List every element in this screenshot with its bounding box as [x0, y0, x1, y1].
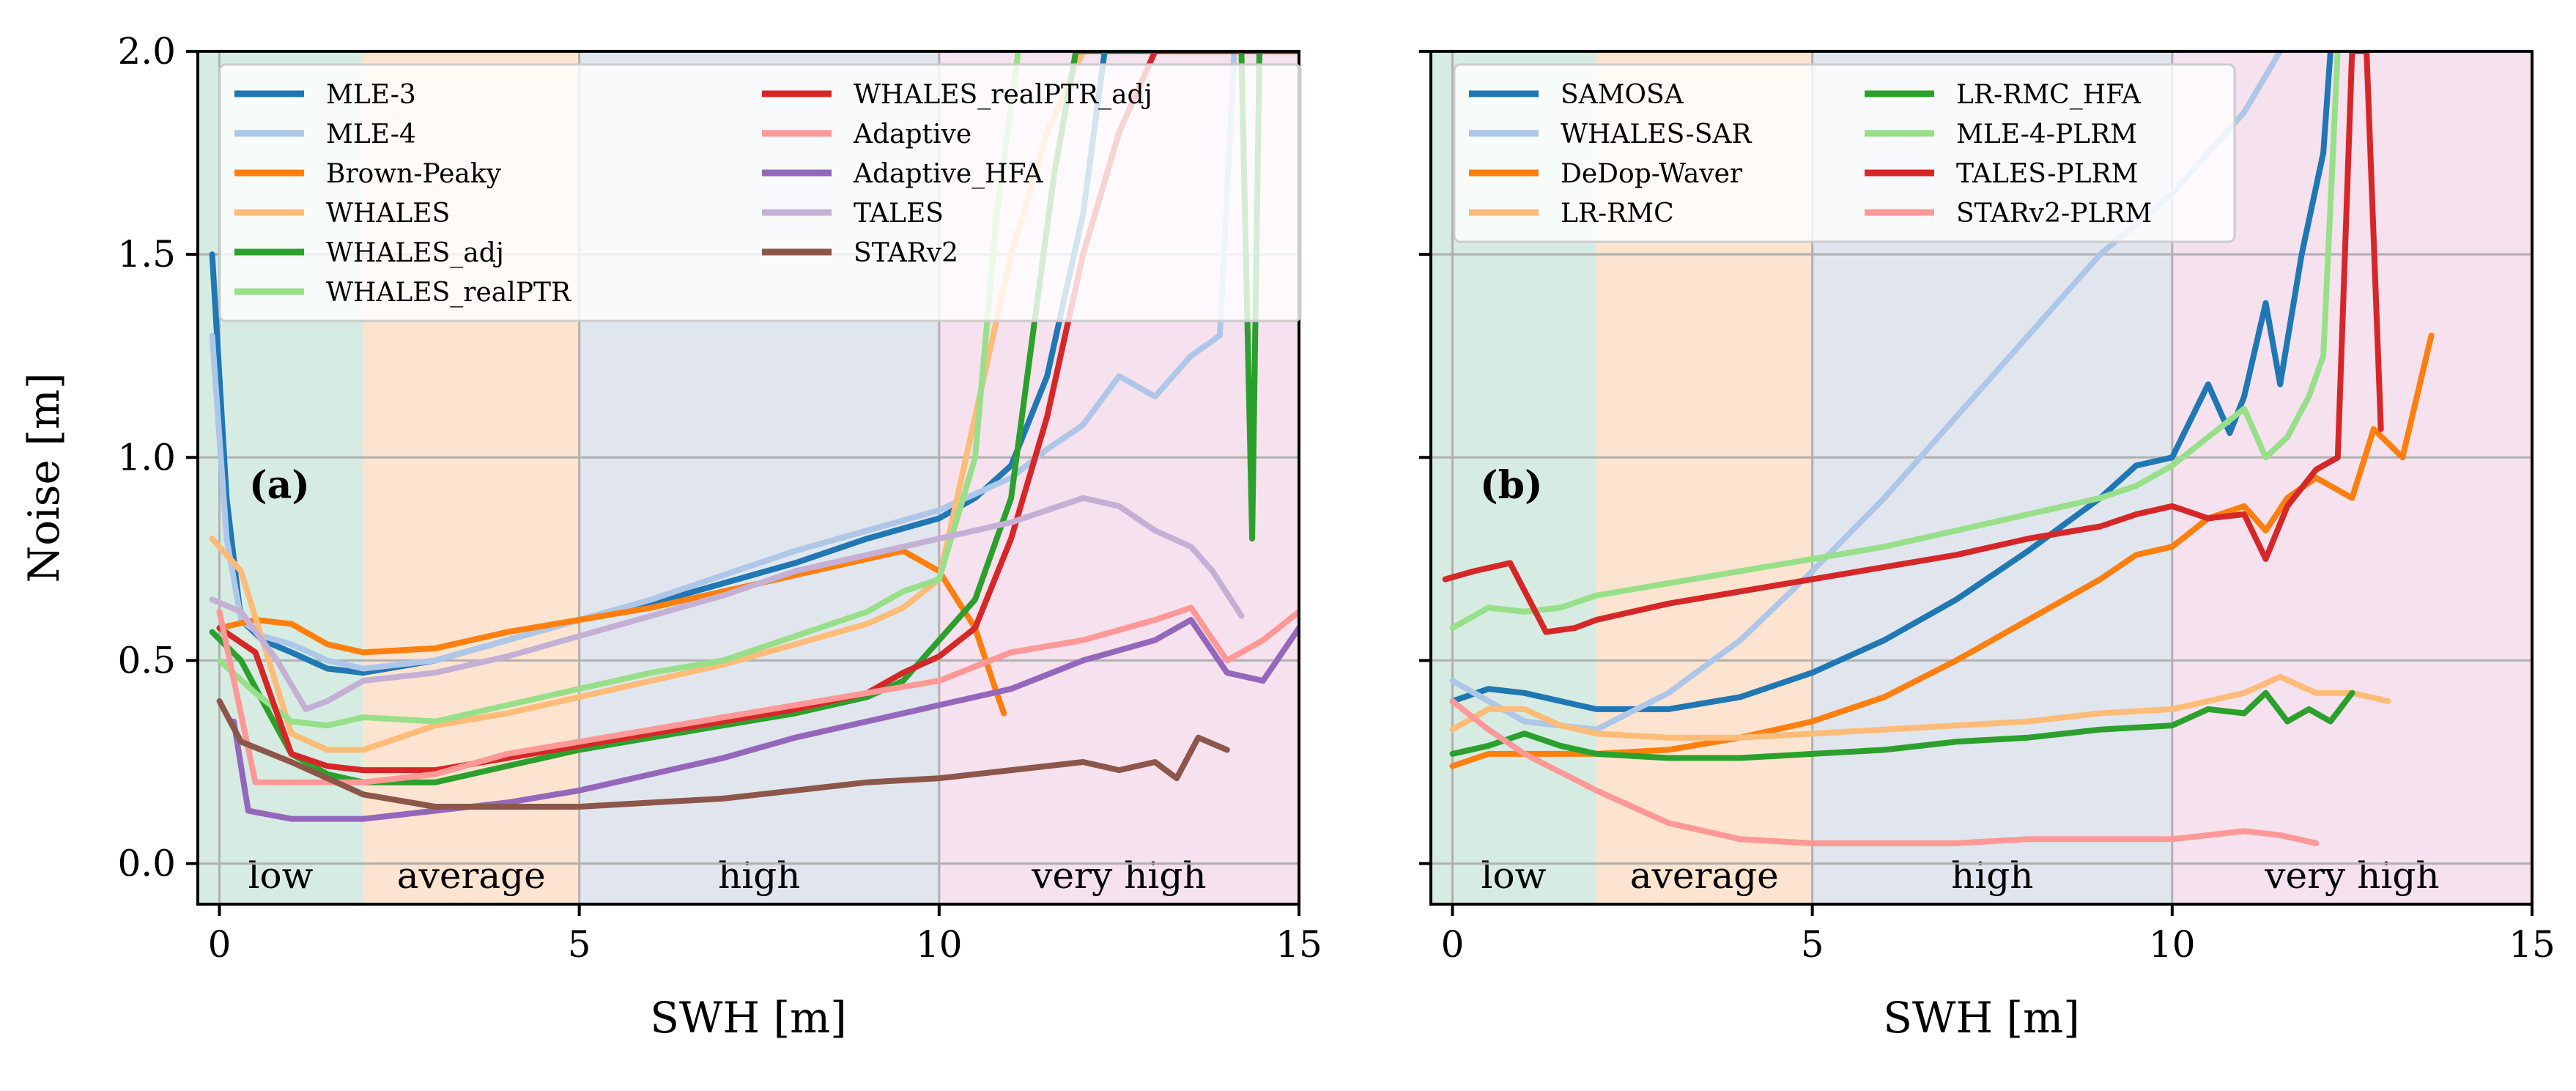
- axes-frame: [1429, 50, 2534, 906]
- series-line-samosa: [1449, 51, 2333, 712]
- legend-label: MLE-4-PLRM: [1956, 119, 2137, 149]
- y-tick-label: 0.5: [117, 639, 176, 681]
- series-line-adaptive: [216, 604, 1299, 785]
- series-line-whales: [209, 51, 1087, 753]
- series-line-tales-plrm: [1442, 51, 2384, 635]
- band-label: low: [1481, 854, 1547, 897]
- axes-border: [1429, 50, 2534, 906]
- legend-label: TALES: [854, 199, 944, 229]
- legend-box: [1453, 63, 2236, 243]
- legend-label: SAMOSA: [1561, 80, 1684, 110]
- x-tick-label: 5: [1801, 923, 1824, 966]
- series-line-brown-peaky: [216, 547, 1007, 717]
- x-tick-label: 0: [208, 923, 232, 966]
- x-tick-label: 10: [2149, 923, 2196, 966]
- band-label: high: [718, 854, 800, 897]
- x-axis-label: SWH [m]: [1883, 993, 2080, 1043]
- panel-tag: (b): [1480, 463, 1543, 508]
- series-line-lr-rmc-hfa: [1449, 689, 2355, 761]
- band-label: high: [1951, 854, 2033, 897]
- y-tick-label: 1.0: [117, 436, 176, 478]
- y-tick-label: 1.5: [117, 233, 176, 275]
- y-axis-label: Noise [m]: [19, 373, 69, 583]
- legend-label: STARv2: [854, 238, 958, 268]
- series-line-tales: [209, 495, 1245, 712]
- legend-label: Adaptive_HFA: [853, 159, 1043, 189]
- legend-label: WHALES_adj: [326, 238, 504, 268]
- legend-label: DeDop-Waver: [1561, 159, 1743, 189]
- legend-label: STARv2-PLRM: [1956, 199, 2152, 229]
- panel-tag: (a): [249, 463, 310, 508]
- axes-frame: [196, 50, 1300, 906]
- x-tick-label: 0: [1441, 923, 1465, 966]
- ticks-layer: 0 5 10 15 0.0 0.5 1.0 1.5 2.0: [117, 30, 1322, 966]
- legend-label: Adaptive: [853, 119, 971, 149]
- legend-label: WHALES_realPTR: [326, 278, 571, 308]
- series-line-mle-4: [209, 51, 1237, 672]
- x-tick-label: 15: [1276, 923, 1322, 966]
- legend-label: WHALES: [326, 199, 450, 229]
- band-label: average: [1630, 854, 1779, 897]
- series-line-starv2-plrm: [1449, 698, 2320, 846]
- legend-label: WHALES_realPTR_adj: [854, 80, 1152, 110]
- legend-label: LR-RMC: [1561, 199, 1674, 229]
- series-line-mle-4-plrm: [1449, 51, 2341, 632]
- band-labels-layer: low average high very high: [1481, 854, 2440, 897]
- series-layer: [1442, 51, 2435, 846]
- legend-label: Brown-Peaky: [326, 159, 502, 189]
- x-axis-label: SWH [m]: [650, 993, 847, 1043]
- band-label: low: [248, 854, 314, 897]
- band-label: very high: [1031, 854, 1206, 897]
- series-line-adaptive-hfa: [231, 617, 1299, 822]
- legend-label: TALES-PLRM: [1956, 159, 2138, 189]
- legend: SAMOSA WHALES-SAR DeDop-Waver LR-RMC LR-RMC_…: [1453, 63, 2236, 243]
- x-tick-label: 10: [916, 923, 963, 966]
- series-line-starv2: [216, 698, 1230, 810]
- x-tick-label: 15: [2509, 923, 2555, 966]
- ticks-layer: 0 5 10 15: [1419, 50, 2555, 966]
- chart-panel-a: low average high very high 0 5 10 15 0.0 0.5 1.0 1…: [19, 30, 1322, 1043]
- series-line-dedop-waver: [1449, 333, 2435, 769]
- legend-label: MLE-3: [326, 80, 416, 110]
- band-labels-layer: low average high very high: [248, 854, 1207, 897]
- y-tick-label: 0.0: [117, 843, 176, 885]
- legend: MLE-3 MLE-4 Brown-Peaky WHALES WHALES_adj WHA…: [218, 63, 1302, 322]
- band-label: average: [397, 854, 546, 897]
- series-line-lr-rmc: [1449, 673, 2391, 741]
- legend-label: MLE-4: [326, 119, 416, 149]
- y-tick-label: 2.0: [117, 30, 176, 73]
- legend-label: WHALES-SAR: [1561, 119, 1752, 149]
- band-label: very high: [2264, 854, 2439, 897]
- legend-label: LR-RMC_HFA: [1956, 80, 2142, 110]
- legend-box: [218, 63, 1302, 322]
- axes-border: [196, 50, 1300, 906]
- x-tick-label: 5: [568, 923, 591, 966]
- chart-panel-b: low average high very high 0 5 10 15 SAMOSA WHA…: [1419, 50, 2555, 1043]
